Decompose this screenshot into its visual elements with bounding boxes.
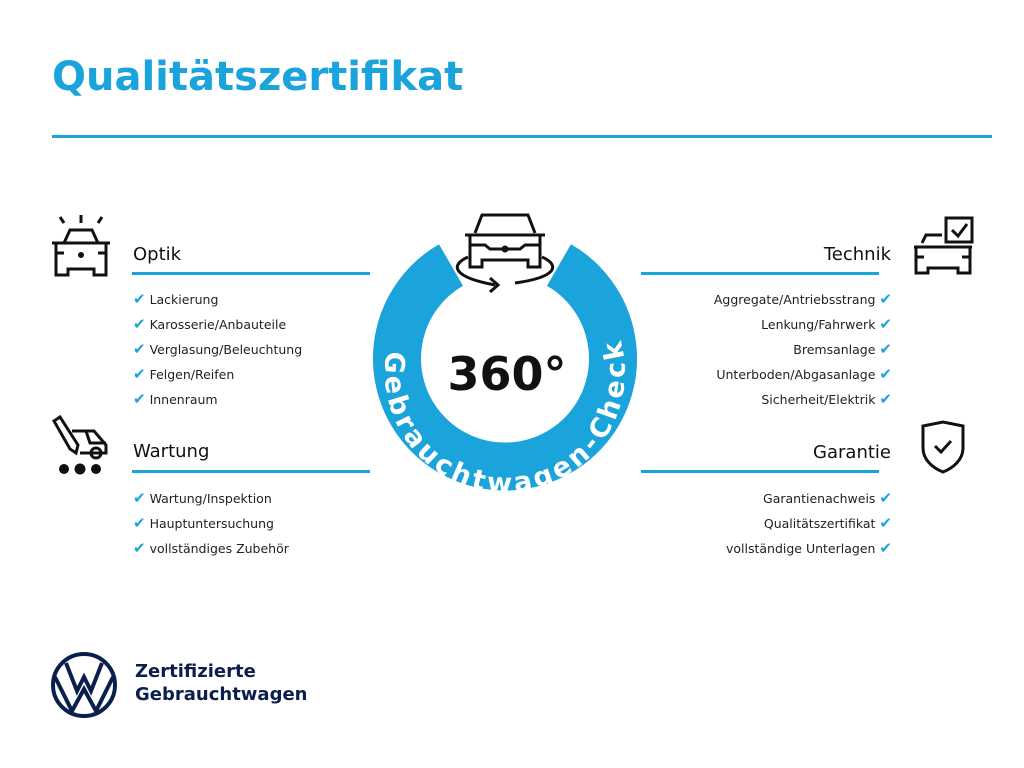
list-item: ✔ vollständiges Zubehör [133,539,289,557]
list-item: Sicherheit/Elektrik ✔ [761,390,892,408]
vw-logo [51,652,117,718]
list-item: ✔ Karosserie/Anbauteile [133,315,287,333]
check-icon: ✔ [133,315,146,333]
car-checkbox-icon [914,216,974,275]
list-item: Garantienachweis ✔ [763,489,892,507]
page-title: Qualitätszertifikat [52,54,464,100]
list-item: ✔ Innenraum [133,390,218,408]
list-item: Lenkung/Fahrwerk ✔ [761,315,892,333]
list-item: Bremsanlage ✔ [793,340,892,358]
divider [52,135,992,138]
list-item: ✔ Lackierung [133,290,219,308]
list-item: Unterboden/Abgasanlage ✔ [716,365,892,383]
shield-check-icon [921,420,965,474]
section-heading-wartung: Wartung [133,441,210,462]
section-heading-technik: Technik [823,244,891,265]
wartung-list: ✔ Wartung/Inspektion ✔ Hauptuntersuchung… [133,486,289,561]
divider [132,272,370,275]
divider [641,272,879,275]
check-icon: ✔ [133,539,146,557]
check-icon: ✔ [879,539,892,557]
car-service-icon [52,415,108,475]
divider [641,470,879,473]
divider [132,470,370,473]
section-heading-garantie: Garantie [813,442,891,463]
brand-name: Zertifizierte Gebrauchtwagen [135,661,308,705]
check-icon: ✔ [879,514,892,532]
list-item: ✔ Hauptuntersuchung [133,514,274,532]
check-icon: ✔ [879,390,892,408]
list-item: ✔ Wartung/Inspektion [133,489,272,507]
optik-list: ✔ Lackierung ✔ Karosserie/Anbauteile ✔ V… [133,287,302,412]
check-icon: ✔ [133,340,146,358]
ring-arc [373,244,637,491]
garantie-list: Garantienachweis ✔ Qualitätszertifikat ✔… [726,486,892,561]
check-icon: ✔ [879,365,892,383]
check-icon: ✔ [879,290,892,308]
check-icon: ✔ [879,489,892,507]
car-lights-icon [52,215,110,277]
car-rotate-icon [455,213,555,294]
check-icon: ✔ [133,365,146,383]
gebrauchtwagen-check-ring: Gebrauchtwagen-Check 360° [373,213,637,500]
check-icon: ✔ [133,489,146,507]
check-icon: ✔ [879,340,892,358]
check-icon: ✔ [133,390,146,408]
list-item: ✔ Felgen/Reifen [133,365,235,383]
technik-list: Aggregate/Antriebsstrang ✔ Lenkung/Fahrw… [714,287,892,412]
list-item: vollständige Unterlagen ✔ [725,539,892,557]
check-icon: ✔ [133,514,146,532]
list-item: Aggregate/Antriebsstrang ✔ [713,290,892,308]
list-item: ✔ Verglasung/Beleuchtung [133,340,303,358]
list-item: Qualitätszertifikat ✔ [763,514,892,532]
check-icon: ✔ [879,315,892,333]
check-icon: ✔ [133,290,146,308]
360-label: 360° [447,347,566,401]
section-heading-optik: Optik [133,244,182,265]
